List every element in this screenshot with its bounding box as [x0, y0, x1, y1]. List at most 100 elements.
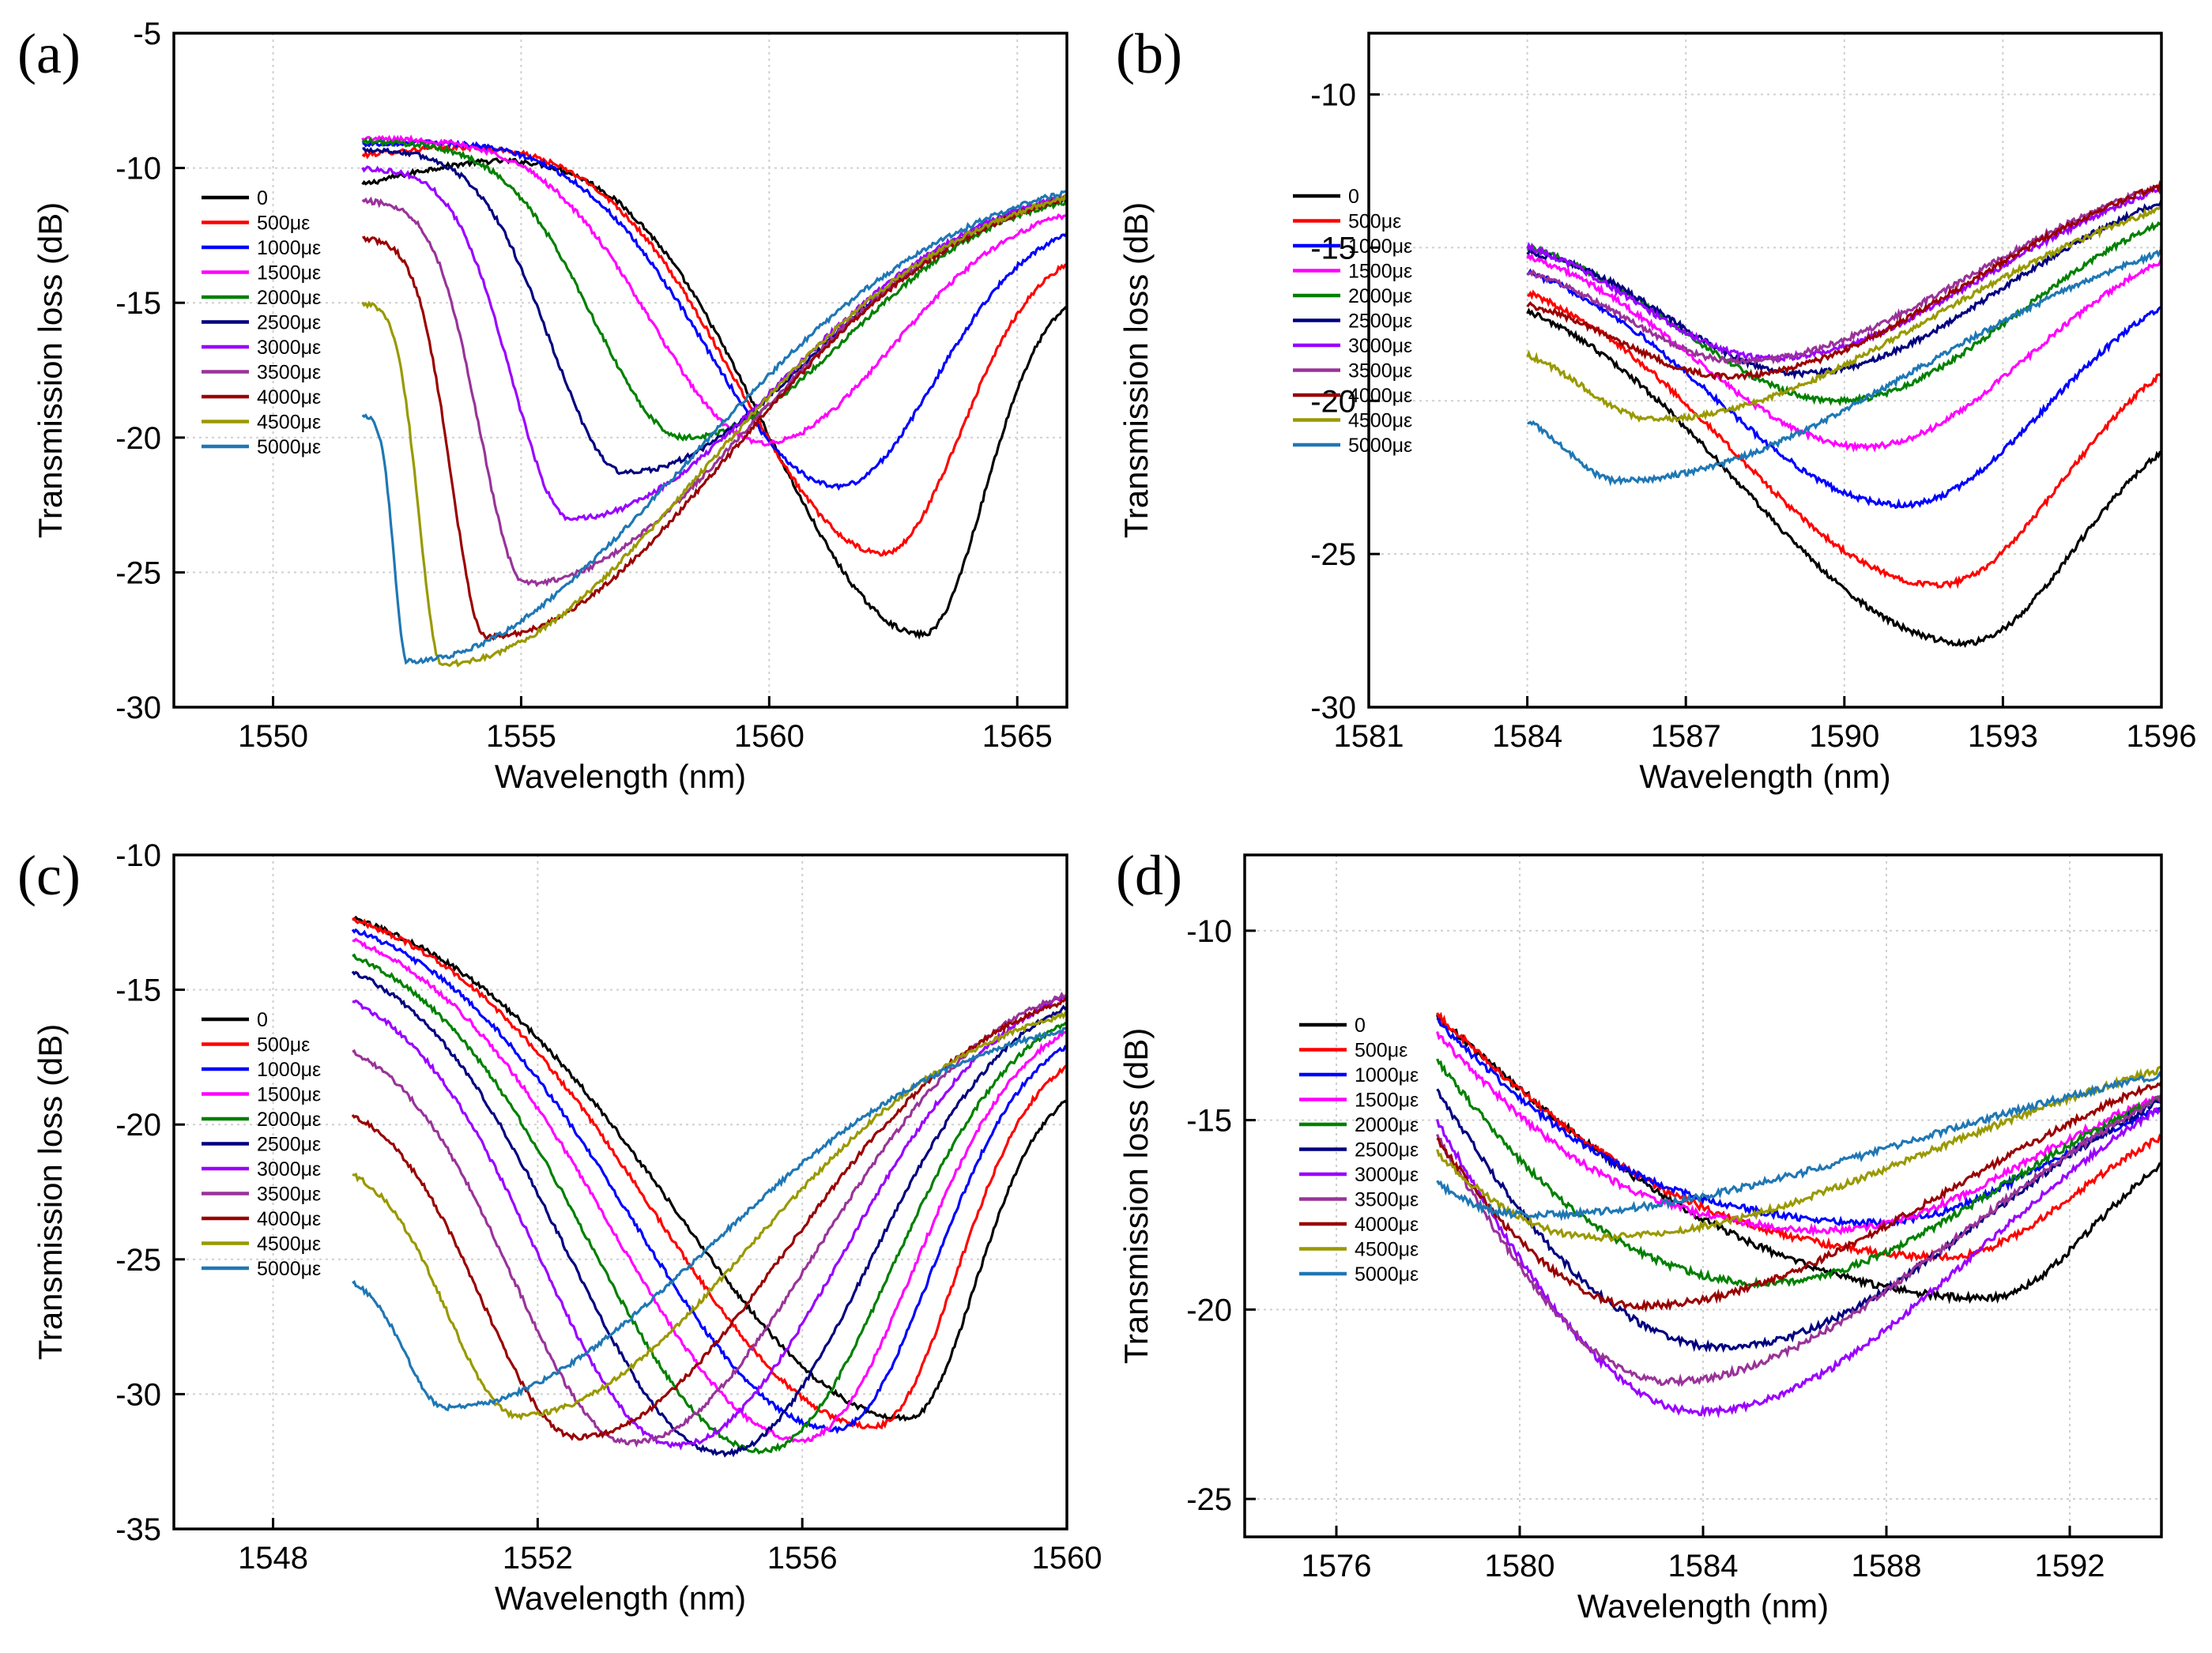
x-tick-label: 1584 [1668, 1549, 1739, 1583]
series-line-9 [1436, 1065, 2161, 1243]
legend-label: 2000με [1348, 285, 1412, 307]
series-line-6 [352, 993, 1067, 1451]
legend-label: 0 [257, 1009, 268, 1031]
series-line-1 [1527, 289, 2161, 589]
legend-label: 4500με [1355, 1239, 1419, 1261]
x-tick-label: 1584 [1492, 719, 1562, 754]
y-tick-label: -10 [1186, 914, 1232, 949]
legend-label: 4500με [257, 412, 321, 434]
legend-label: 5000με [1348, 435, 1412, 457]
legend-label: 3500με [1355, 1189, 1419, 1211]
legend-label: 3000με [257, 337, 321, 359]
legend-label: 3500με [257, 1184, 321, 1206]
x-tick-label: 1560 [1032, 1541, 1102, 1576]
series-line-2 [1436, 1017, 2161, 1229]
series-line-9 [361, 193, 1067, 668]
series-line-8 [1436, 1081, 2161, 1313]
legend: 0500με1000με1500με2000με2500με3000με3500… [202, 1009, 321, 1280]
y-tick-label: -25 [115, 1243, 161, 1278]
legend-label: 1000με [257, 1059, 321, 1081]
x-tick-label: 1581 [1334, 719, 1404, 754]
y-axis-title: Transmission loss (dB) [32, 1024, 69, 1361]
legend-label: 1500με [1348, 261, 1412, 283]
series-line-2 [351, 928, 1067, 1435]
series-group [1526, 179, 2161, 649]
y-tick-label: -15 [1186, 1104, 1232, 1139]
x-axis-title: Wavelength (nm) [1639, 758, 1890, 795]
y-tick-label: -25 [1310, 537, 1356, 572]
x-tick-label: 1550 [238, 719, 308, 754]
series-line-0 [352, 915, 1067, 1422]
y-axis-title: Transmission loss (dB) [1117, 1028, 1155, 1365]
legend-label: 4000με [257, 1208, 321, 1230]
legend: 0500με1000με1500με2000με2500με3000με3500… [1293, 186, 1412, 457]
legend-label: 2000με [257, 1109, 321, 1131]
x-tick-label: 1588 [1852, 1549, 1922, 1583]
y-tick-label: -20 [1310, 384, 1356, 419]
legend-label: 500με [257, 1034, 310, 1056]
y-tick-label: -30 [115, 1377, 161, 1412]
panel-label: (d) [1116, 844, 1182, 907]
legend-label: 2000με [1355, 1114, 1419, 1136]
legend-label: 3500με [257, 362, 321, 384]
panel-label: (c) [17, 844, 81, 907]
legend-label: 4000με [1348, 385, 1412, 407]
plot-frame [172, 853, 1068, 1531]
series-line-0 [1526, 307, 2161, 649]
x-axis-title: Wavelength (nm) [495, 758, 746, 795]
x-axis-title: Wavelength (nm) [1577, 1587, 1829, 1625]
legend-label: 3000με [257, 1158, 321, 1180]
panel-label: (a) [17, 22, 81, 85]
legend-label: 4000με [1355, 1214, 1419, 1236]
series-line-7 [1527, 183, 2161, 366]
legend-label: 3000με [1348, 335, 1412, 357]
panel-b: (b) 1581 1584 1587 1590 1593 1596 -30 -25 -20 -15 -… [1116, 22, 2196, 795]
x-tick-label: 1592 [2035, 1549, 2105, 1583]
series-line-3 [1526, 251, 2161, 453]
legend-label: 5000με [257, 436, 321, 458]
series-line-7 [361, 194, 1067, 588]
y-tick-label: -10 [1310, 78, 1356, 113]
legend-label: 0 [257, 187, 268, 209]
series-line-4 [352, 953, 1067, 1455]
x-tick-label: 1587 [1651, 719, 1721, 754]
panel-c: (c) 1548 1552 1556 1560 -35 -30 -25 -20 -15 -10 Wav… [17, 838, 1102, 1617]
y-tick-label: -25 [1186, 1482, 1232, 1517]
y-axis-title: Transmission loss (dB) [32, 202, 69, 539]
series-line-5 [351, 970, 1067, 1458]
series-line-2 [362, 138, 1067, 491]
y-axis-title: Transmission loss (dB) [1117, 202, 1155, 539]
panel-a: (a) 1550 1555 1560 1565 -30 -25 -20 -15 -10 -5 Wave… [17, 17, 1068, 795]
y-tick-label: -35 [115, 1512, 161, 1547]
series-line-3 [361, 134, 1067, 447]
series-line-3 [352, 937, 1067, 1444]
x-tick-label: 1548 [238, 1541, 308, 1576]
x-tick-label: 1555 [486, 719, 556, 754]
legend-label: 2000με [257, 287, 321, 309]
y-tick-label: -20 [1186, 1293, 1232, 1327]
series-line-2 [1526, 268, 2161, 510]
y-tick-label: -30 [1310, 691, 1356, 725]
x-tick-label: 1556 [767, 1541, 838, 1576]
legend-label: 0 [1348, 186, 1359, 208]
series-line-9 [352, 1011, 1067, 1421]
panel-label: (b) [1116, 22, 1182, 85]
series-line-0 [361, 157, 1067, 640]
series-line-9 [1526, 205, 2161, 424]
x-axis-title: Wavelength (nm) [495, 1580, 746, 1617]
x-tick-label: 1552 [503, 1541, 573, 1576]
legend-label: 2500με [257, 1134, 321, 1156]
legend-label: 1000με [1355, 1064, 1419, 1086]
legend-label: 500με [257, 213, 310, 235]
legend-label: 1000με [257, 237, 321, 259]
y-tick-label: -10 [115, 838, 161, 873]
series-line-3 [1436, 1031, 2161, 1237]
x-tick-label: 1590 [1809, 719, 1879, 754]
panel-d: (d) 1576 1580 1584 1588 1592 -25 -20 -15 -10 Wavel… [1116, 844, 2163, 1625]
y-tick-label: -20 [115, 421, 161, 456]
y-tick-label: -15 [115, 286, 161, 321]
y-tick-label: -5 [133, 17, 161, 51]
y-tick-label: -15 [1310, 231, 1356, 265]
x-tick-label: 1596 [2127, 719, 2197, 754]
